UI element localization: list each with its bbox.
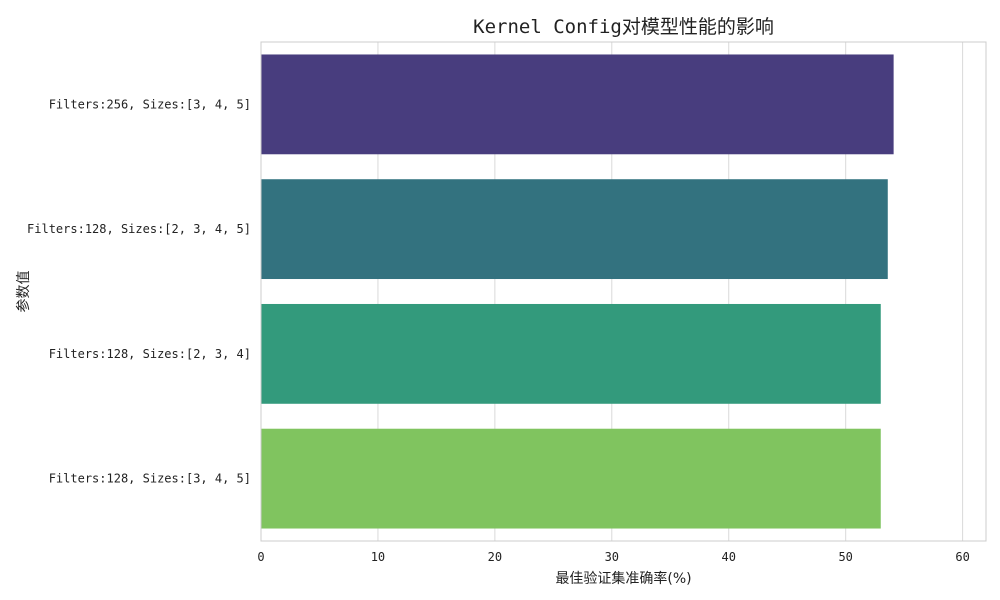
y-axis-title: 参数值: [15, 271, 32, 313]
x-tick-label: 0: [257, 550, 264, 564]
bar: [261, 303, 881, 404]
x-axis-title: 最佳验证集准确率(%): [555, 570, 691, 587]
x-tick-labels: 0 10 20 30 40 50 60: [257, 550, 969, 564]
bar: [261, 428, 881, 529]
x-tick-label: 30: [605, 550, 619, 564]
x-tick-label: 40: [722, 550, 736, 564]
plot-frame: [260, 41, 987, 542]
x-tick-label: 60: [955, 550, 969, 564]
y-tick-labels: Filters:256, Sizes:[3, 4, 5] Filters:128,…: [27, 97, 251, 485]
bar: [261, 54, 894, 155]
chart-title: Kernel Config对模型性能的影响: [473, 16, 774, 38]
y-tick-label: Filters:128, Sizes:[2, 3, 4]: [49, 347, 251, 361]
bar: [261, 179, 888, 280]
bars: [261, 54, 894, 529]
y-tick-label: Filters:128, Sizes:[2, 3, 4, 5]: [27, 222, 251, 236]
x-tick-label: 20: [488, 550, 502, 564]
y-tick-label: Filters:256, Sizes:[3, 4, 5]: [49, 97, 251, 111]
y-tick-label: Filters:128, Sizes:[3, 4, 5]: [49, 472, 251, 486]
x-tick-label: 10: [371, 550, 385, 564]
x-tick-label: 50: [838, 550, 852, 564]
